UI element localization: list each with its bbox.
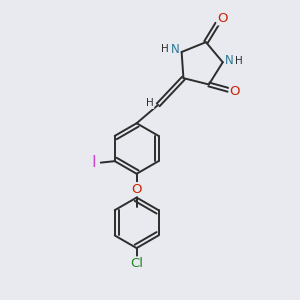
Text: N: N [171, 43, 179, 56]
Text: Cl: Cl [130, 257, 143, 270]
Text: H: H [146, 98, 154, 108]
Text: O: O [217, 12, 228, 25]
Text: H: H [235, 56, 243, 66]
Text: H: H [161, 44, 169, 54]
Text: O: O [230, 85, 240, 98]
Text: N: N [225, 54, 234, 67]
Text: I: I [92, 155, 96, 170]
Text: O: O [131, 183, 142, 196]
